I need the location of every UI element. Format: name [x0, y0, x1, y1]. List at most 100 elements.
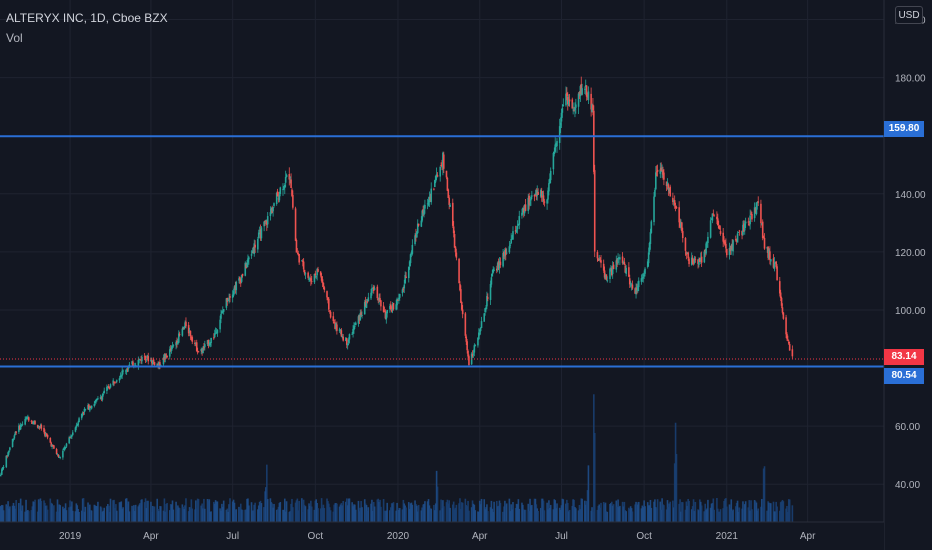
volume-bar — [502, 511, 504, 522]
volume-bar — [106, 506, 108, 522]
volume-bar — [424, 501, 426, 522]
volume-bar — [565, 503, 567, 522]
candle-body — [297, 253, 300, 254]
candle-body — [781, 307, 784, 313]
volume-bar — [618, 507, 620, 522]
volume-bar — [132, 508, 134, 522]
candle-body — [288, 174, 291, 180]
volume-bar — [579, 509, 582, 522]
volume-bar — [717, 511, 720, 522]
candle-body — [791, 349, 794, 357]
candle-body — [360, 312, 362, 316]
volume-bar — [202, 508, 204, 522]
volume-bar — [428, 505, 431, 522]
volume-bar — [37, 499, 40, 522]
volume-bar — [473, 504, 476, 522]
volume-bar — [768, 502, 770, 522]
volume-bar — [484, 509, 486, 522]
candle-body — [511, 238, 513, 240]
candle-body — [194, 342, 196, 345]
candle-body — [151, 360, 154, 365]
candle-body — [62, 448, 65, 451]
candle-body — [158, 361, 160, 367]
chart-legend-title[interactable]: ALTERYX INC, 1D, Cboe BZX — [6, 11, 168, 25]
volume-bar — [474, 510, 477, 522]
volume-bar — [711, 502, 714, 522]
x-tick-label: Apr — [800, 531, 816, 542]
volume-bar — [531, 505, 533, 522]
volume-bar — [573, 499, 575, 522]
candle-body — [231, 294, 234, 298]
candle-body — [64, 447, 67, 448]
level-label-upper[interactable]: 159.80 — [884, 121, 924, 137]
candle-body — [222, 309, 225, 312]
volume-bar — [178, 508, 181, 522]
volume-bar — [735, 502, 738, 522]
price-scale-panel[interactable] — [884, 0, 932, 550]
candle-body — [5, 455, 8, 468]
time-scale-panel[interactable] — [0, 522, 884, 550]
volume-bar — [188, 507, 191, 522]
candle-body — [415, 234, 417, 237]
volume-bar — [372, 501, 375, 522]
volume-bar — [279, 501, 282, 522]
volume-bar — [499, 502, 502, 522]
candle-body — [0, 469, 3, 475]
candle-body — [327, 297, 329, 300]
volume-bar — [548, 500, 550, 522]
volume-bar — [749, 510, 751, 522]
candle-body — [345, 338, 348, 345]
volume-bar — [776, 506, 778, 522]
volume-bar — [767, 501, 769, 522]
volume-bar — [675, 454, 678, 522]
candle-body — [94, 401, 97, 403]
currency-button[interactable]: USD — [895, 6, 923, 24]
volume-bar — [672, 507, 675, 522]
candle-body — [416, 223, 419, 233]
volume-bar — [353, 504, 355, 522]
candle-body — [417, 223, 420, 226]
candle-body — [302, 261, 305, 270]
candle-body — [239, 277, 241, 280]
candle-body — [397, 299, 399, 301]
volume-bar — [612, 504, 615, 522]
candle-body — [460, 301, 463, 310]
volume-bar — [321, 507, 324, 522]
volume-bar — [398, 509, 400, 522]
candle-body — [247, 258, 249, 263]
volume-bar — [625, 511, 627, 522]
candle-body — [204, 344, 206, 348]
volume-bar — [578, 504, 581, 522]
candle-body — [126, 368, 129, 370]
volume-bar — [283, 498, 286, 522]
volume-bar — [82, 498, 85, 522]
level-label-lower[interactable]: 80.54 — [884, 368, 924, 384]
volume-bar — [56, 499, 59, 522]
candle-body — [774, 262, 777, 264]
volume-bar — [207, 501, 210, 522]
volume-bar — [213, 501, 215, 522]
volume-bar — [31, 506, 34, 522]
candle-body — [661, 171, 663, 172]
volume-bar — [770, 503, 772, 522]
volume-bar — [693, 511, 696, 522]
candle-body — [660, 167, 663, 172]
candle-body — [644, 268, 646, 274]
volume-bar — [128, 511, 131, 522]
volume-bar — [190, 499, 193, 522]
volume-bar — [637, 504, 639, 522]
candle-body — [235, 282, 238, 291]
volume-bar — [461, 502, 464, 522]
horizontal-levels[interactable] — [0, 135, 884, 368]
volume-bar — [58, 504, 61, 522]
candle-body — [749, 215, 751, 225]
candle-body — [382, 305, 385, 312]
candle-body — [71, 432, 74, 435]
volume-legend-label[interactable]: Vol — [6, 31, 23, 45]
candle-body — [649, 232, 652, 245]
volume-bar — [719, 509, 722, 522]
volume-bar — [744, 501, 747, 522]
volume-bar — [445, 502, 448, 522]
volume-bar — [585, 501, 588, 522]
